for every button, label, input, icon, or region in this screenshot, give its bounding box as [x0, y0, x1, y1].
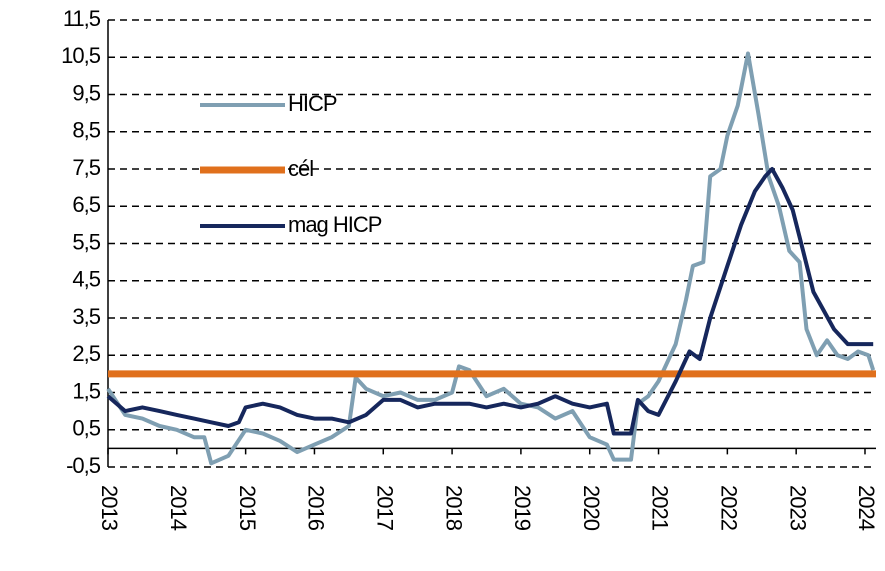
x-tick-label: 2019: [510, 485, 535, 531]
legend-label: HICP: [288, 91, 337, 116]
x-tick-label: 2017: [372, 485, 397, 531]
series-line: [106, 51, 876, 466]
y-tick-label: 8,5: [72, 118, 100, 143]
x-tick-label: 2016: [304, 485, 329, 531]
y-tick-label: 3,5: [72, 304, 100, 329]
y-tick-label: 0,5: [72, 416, 100, 441]
x-tick-label: 2013: [97, 485, 122, 531]
y-tick-label: 7,5: [72, 155, 100, 180]
x-tick-label: 2018: [441, 485, 466, 531]
x-tick-label: 2015: [235, 485, 260, 531]
x-tick-label: 2024: [854, 485, 879, 531]
y-tick-label: 10,5: [61, 43, 101, 68]
x-tick-label: 2021: [648, 485, 673, 531]
y-tick-label: -0,5: [66, 453, 101, 478]
legend-label: mag HICP: [288, 212, 382, 237]
y-tick-label: 5,5: [72, 229, 100, 254]
x-tick-label: 2023: [785, 485, 810, 531]
x-tick-label: 2014: [166, 485, 191, 531]
y-tick-label: 2,5: [72, 341, 100, 366]
legend-label: cél: [288, 156, 313, 181]
y-tick-label: 9,5: [72, 80, 100, 105]
y-tick-label: 11,5: [63, 6, 101, 31]
y-tick-label: 6,5: [72, 192, 100, 217]
x-tick-label: 2020: [579, 485, 604, 531]
x-tick-label: 2022: [717, 485, 742, 531]
y-tick-label: 1,5: [72, 378, 100, 403]
y-tick-label: 4,5: [72, 267, 100, 292]
series-line: [106, 167, 874, 436]
